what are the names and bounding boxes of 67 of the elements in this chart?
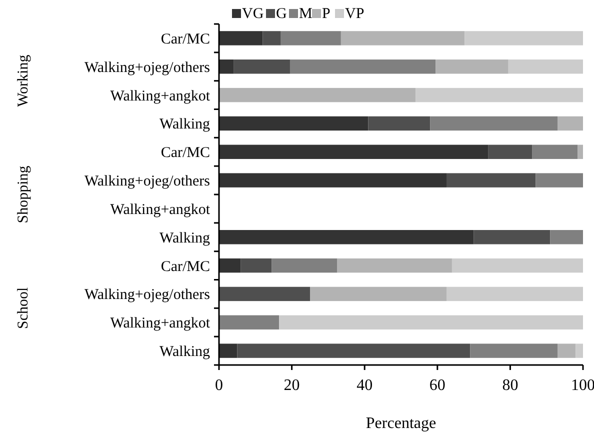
bar xyxy=(470,344,558,358)
bar xyxy=(219,173,446,188)
bar xyxy=(262,31,281,46)
bar xyxy=(488,144,532,159)
bar xyxy=(219,344,238,358)
text: Shopping xyxy=(15,165,32,224)
bar xyxy=(272,258,338,273)
y-tick-label: Walking+angkot xyxy=(110,316,211,332)
bar xyxy=(550,230,583,244)
y-tick-label: Walking+ojeg/others xyxy=(84,174,210,190)
x-tick-label: 80 xyxy=(502,377,518,394)
bar xyxy=(279,315,583,330)
bar xyxy=(536,173,583,188)
y-tick-label: Walking+angkot xyxy=(110,202,211,218)
y-tick-label: Walking xyxy=(160,230,210,246)
bar xyxy=(416,88,583,102)
bar xyxy=(219,315,280,330)
y-tick-label: Walking+ojeg/others xyxy=(84,60,210,76)
bar xyxy=(446,173,536,188)
bar xyxy=(237,344,470,358)
legend-label: M xyxy=(299,6,312,22)
bar xyxy=(430,116,558,131)
text: Working xyxy=(15,54,32,107)
bar xyxy=(219,116,368,131)
bar xyxy=(219,230,474,244)
bar xyxy=(340,31,465,46)
bar xyxy=(337,258,452,273)
legend-label: G xyxy=(276,6,287,22)
bar xyxy=(310,286,446,302)
bar xyxy=(558,116,583,131)
bar xyxy=(532,144,578,159)
bar xyxy=(219,258,241,273)
bar xyxy=(368,116,430,131)
bar xyxy=(464,31,583,46)
bar xyxy=(474,230,550,244)
x-tick-label: 40 xyxy=(356,377,373,394)
bar xyxy=(508,60,583,74)
bar xyxy=(446,286,583,302)
bar xyxy=(219,88,416,102)
bar xyxy=(240,258,272,273)
y-tick-label: Walking xyxy=(160,344,210,360)
y-tick-label: Car/MC xyxy=(160,145,210,162)
bar xyxy=(290,60,436,74)
bar xyxy=(219,286,310,302)
bar xyxy=(576,344,583,358)
y-tick-label: Car/MC xyxy=(160,31,210,48)
x-tick-label: 60 xyxy=(429,377,446,394)
y-tick-label: Walking xyxy=(160,116,210,133)
bar xyxy=(219,144,488,159)
x-tick-label: 0 xyxy=(215,377,223,394)
bar xyxy=(219,31,263,46)
bar xyxy=(558,344,576,358)
text: School xyxy=(15,287,32,330)
x-tick-label: 20 xyxy=(284,377,300,394)
bar xyxy=(578,144,583,159)
bar xyxy=(436,60,508,74)
bar xyxy=(234,60,290,74)
y-tick-label: Walking+angkot xyxy=(110,88,211,104)
legend-label: P xyxy=(322,6,330,22)
bar xyxy=(219,60,234,74)
y-tick-label: Walking+ojeg/others xyxy=(84,287,210,304)
legend-label: VG xyxy=(242,6,264,22)
y-tick-label: Car/MC xyxy=(160,258,210,275)
legend-label: VP xyxy=(345,6,364,22)
bar xyxy=(280,31,341,46)
bar xyxy=(452,258,583,273)
x-axis-title: Percentage xyxy=(366,415,436,432)
